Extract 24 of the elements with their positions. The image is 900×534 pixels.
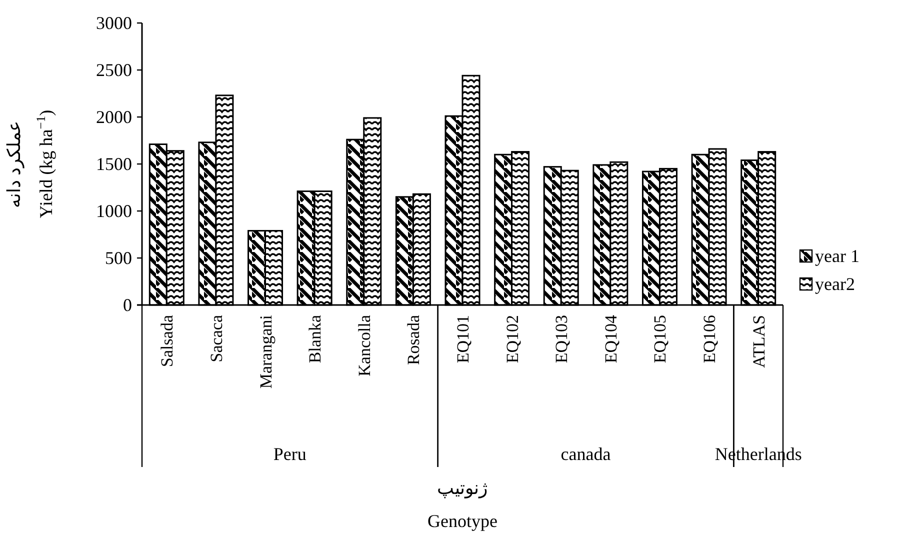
y-tick-label: 2500 — [96, 60, 132, 80]
legend-label: year2 — [815, 274, 855, 294]
y-tick-label: 1000 — [96, 201, 132, 221]
x-tick-label: EQ103 — [552, 315, 572, 364]
x-tick-label: Kancolla — [354, 314, 374, 376]
x-tick-label: EQ102 — [502, 315, 522, 364]
y-tick-label: 2000 — [96, 107, 132, 127]
x-tick-label: EQ101 — [454, 315, 472, 364]
x-tick-label: EQ105 — [650, 315, 670, 364]
x-tick-label: Marangani — [256, 314, 276, 389]
x-tick-label: Salsada — [158, 314, 177, 367]
y-tick-label: 1500 — [96, 154, 132, 174]
text: canada — [560, 444, 611, 464]
x-tick-label: EQ104 — [601, 314, 620, 364]
y-tick-label: 3000 — [96, 13, 132, 33]
x-tick-label: EQ106 — [700, 315, 720, 364]
x-tick-label: Blanka — [306, 314, 325, 364]
y-tick-label: 500 — [105, 248, 132, 268]
text: Peru — [273, 444, 306, 464]
legend-label: year 1 — [815, 246, 860, 266]
x-tick-label: Sacaca — [206, 314, 226, 362]
y-tick-label: 0 — [123, 295, 132, 315]
x-tick-label: Rosada — [404, 314, 424, 366]
x-tick-label: ATLAS — [749, 315, 768, 368]
